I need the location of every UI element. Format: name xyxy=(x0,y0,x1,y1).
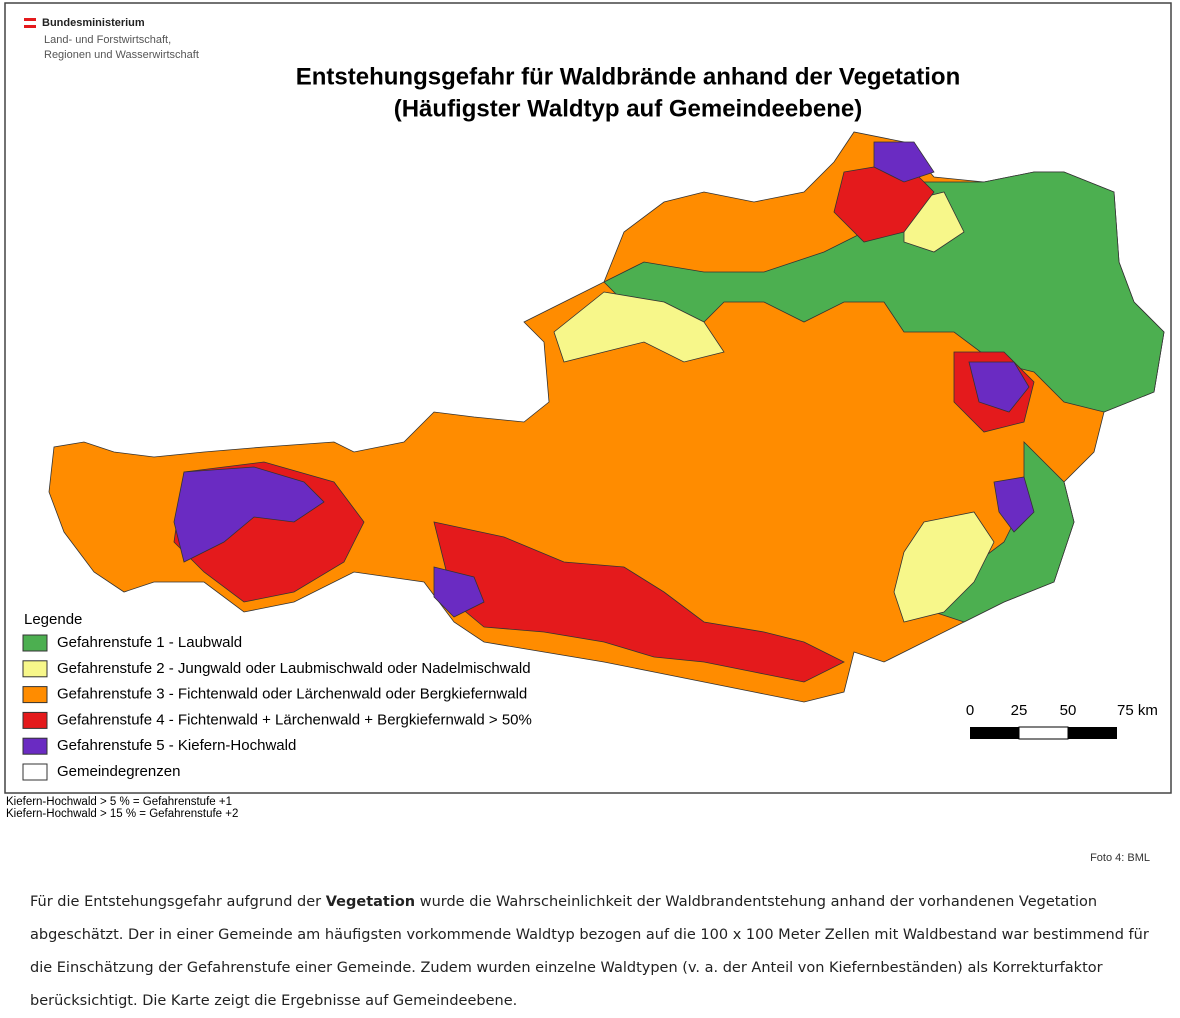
footnotes: Kiefern-Hochwald > 5 % = Gefahrenstufe +… xyxy=(6,796,238,820)
description-paragraph: Für die Entstehungsgefahr aufgrund der V… xyxy=(30,886,1155,1018)
logo-flag xyxy=(24,18,36,21)
legend-label: Gefahrenstufe 5 - Kiefern-Hochwald xyxy=(57,737,296,754)
scale-label: 0 xyxy=(966,702,974,719)
region-level-5 xyxy=(993,476,1035,533)
region-level-1 xyxy=(603,171,1165,413)
legend-label: Gefahrenstufe 4 - Fichtenwald + Lärchenw… xyxy=(57,711,532,728)
map-title: (Häufigster Waldtyp auf Gemeindeebene) xyxy=(394,95,863,122)
map-title: Entstehungsgefahr für Waldbrände anhand … xyxy=(296,63,961,90)
scale-segment xyxy=(1018,726,1069,740)
region-level-5 xyxy=(968,361,1030,413)
legend-swatch xyxy=(22,711,48,729)
legend-swatch xyxy=(22,737,48,755)
scale-segment xyxy=(970,727,1019,739)
scale-label: 75 km xyxy=(1117,702,1158,719)
logo-flag xyxy=(24,25,36,28)
legend-label: Gefahrenstufe 1 - Laubwald xyxy=(57,634,242,651)
logo-text: Bundesministerium xyxy=(42,17,145,29)
footnote: Kiefern-Hochwald > 15 % = Gefahrenstufe … xyxy=(6,808,239,820)
scale-segment xyxy=(1068,727,1117,739)
map-figure: Bundesministerium Land- und Forstwirtsch… xyxy=(4,2,1172,794)
region-level-2 xyxy=(553,291,725,363)
region-level-5 xyxy=(433,566,485,618)
austria-map xyxy=(48,131,1165,703)
legend-label: Gefahrenstufe 2 - Jungwald oder Laubmisc… xyxy=(57,660,531,677)
legend-swatch xyxy=(22,763,48,781)
legend-label: Gemeindegrenzen xyxy=(57,763,180,780)
logo-text: Regionen und Wasserwirtschaft xyxy=(44,49,199,61)
logo-text: Land- und Forstwirtschaft, xyxy=(44,34,171,46)
photo-credit: Foto 4: BML xyxy=(1090,852,1150,864)
legend-swatch xyxy=(22,686,48,704)
text: Für die Entstehungsgefahr aufgrund der xyxy=(30,894,326,910)
region-level-4 xyxy=(433,521,845,683)
text: wurde die Wahrscheinlichkeit der Waldbra… xyxy=(30,894,1149,1009)
region-level-5 xyxy=(873,141,935,183)
legend: Gefahrenstufe 1 - Laubwald Gefahrenstufe … xyxy=(22,634,532,781)
legend-title: Legende xyxy=(24,611,82,628)
legend-label: Gefahrenstufe 3 - Fichtenwald oder Lärch… xyxy=(57,686,527,703)
footnote: Kiefern-Hochwald > 5 % = Gefahrenstufe +… xyxy=(6,796,232,808)
legend-swatch xyxy=(22,634,48,652)
scale-label: 50 xyxy=(1060,702,1077,719)
scale-bar: 0 25 50 75 km xyxy=(966,702,1158,740)
legend-swatch xyxy=(22,660,48,678)
bold-text: Vegetation xyxy=(325,894,416,910)
region-level-5 xyxy=(173,466,325,563)
region-level-2 xyxy=(893,511,995,623)
scale-label: 25 xyxy=(1011,702,1028,719)
